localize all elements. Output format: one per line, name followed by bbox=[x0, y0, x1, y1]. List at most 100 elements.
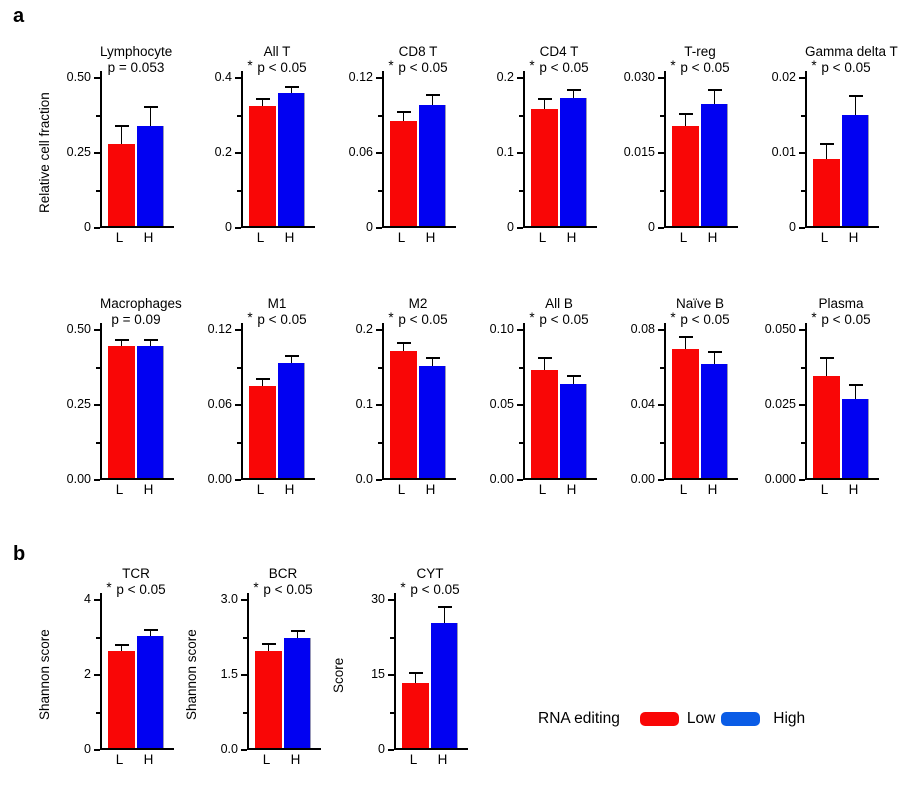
bar-high bbox=[560, 383, 587, 478]
y-axis: 0 0.1 0.2 bbox=[481, 70, 523, 234]
error-bar bbox=[854, 384, 857, 399]
error-bar-cap bbox=[819, 142, 834, 145]
plot-area bbox=[805, 323, 879, 480]
y-tick-label: 0.00 bbox=[66, 472, 91, 486]
y-tick bbox=[801, 366, 805, 369]
error-bar-cap bbox=[819, 357, 834, 359]
chart-significance: * p < 0.05 bbox=[529, 310, 589, 327]
y-tick bbox=[658, 77, 664, 79]
chart-header: CD8 T * p < 0.05 bbox=[382, 44, 454, 76]
x-label-high: H bbox=[425, 482, 436, 497]
y-tick-label: 30 bbox=[371, 592, 385, 606]
y-tick bbox=[517, 404, 523, 406]
x-label-high: H bbox=[707, 230, 718, 245]
x-label-low: L bbox=[538, 230, 547, 245]
y-tick bbox=[96, 711, 100, 714]
y-tick bbox=[376, 329, 382, 331]
chart-header: Plasma * p < 0.05 bbox=[805, 296, 877, 328]
panel-a-row-2: Macrophages p = 0.09 0.00 0.25 0.50 L H M1 * p … bbox=[58, 296, 879, 498]
chart-cyt: CYT * p < 0.05 Score 0 15 30 L H bbox=[330, 566, 468, 768]
legend-label-low: Low bbox=[686, 710, 716, 727]
y-tick-label: 0 bbox=[225, 220, 232, 234]
x-label-high: H bbox=[143, 752, 154, 767]
error-bar-cap bbox=[255, 97, 270, 100]
y-axis: 0.0 0.1 0.2 bbox=[340, 322, 382, 486]
chart-t-reg: T-reg * p < 0.05 0 0.015 0.030 L H bbox=[622, 44, 738, 246]
y-tick bbox=[235, 77, 241, 79]
error-bar bbox=[120, 340, 123, 346]
chart-title: TCR bbox=[122, 566, 150, 581]
y-tick bbox=[658, 329, 664, 331]
chart-significance: * p < 0.05 bbox=[811, 58, 871, 75]
y-tick bbox=[388, 674, 394, 676]
significance-star: * bbox=[388, 58, 394, 73]
plot-area bbox=[382, 323, 456, 480]
bar-high bbox=[842, 398, 869, 478]
x-label-low: L bbox=[115, 230, 124, 245]
bar-high bbox=[701, 363, 728, 478]
chart-body: 0.00 0.04 0.08 bbox=[622, 322, 738, 486]
significance-star: * bbox=[811, 58, 817, 73]
plot-area bbox=[805, 71, 879, 228]
x-label-high: H bbox=[437, 752, 448, 767]
error-bar-cap bbox=[566, 89, 581, 92]
y-axis: 0 15 30 bbox=[352, 592, 394, 756]
y-tick-label: 0.25 bbox=[66, 397, 91, 411]
x-label-low: L bbox=[820, 230, 829, 245]
error-bar bbox=[120, 644, 123, 651]
chart-title: All B bbox=[545, 296, 573, 311]
plot-area bbox=[523, 323, 597, 480]
plot-area bbox=[100, 593, 174, 750]
chart-tcr: TCR * p < 0.05 Shannon score 0 2 4 L H bbox=[36, 566, 174, 768]
x-label-low: L bbox=[409, 752, 418, 767]
y-tick bbox=[237, 114, 241, 117]
plot-area bbox=[394, 593, 468, 750]
x-label-high: H bbox=[707, 482, 718, 497]
error-bar bbox=[543, 98, 546, 109]
y-tick bbox=[799, 404, 805, 406]
y-tick bbox=[376, 404, 382, 406]
error-bar bbox=[443, 606, 446, 623]
chart-title: Naïve B bbox=[675, 296, 725, 311]
y-tick-label: 0.000 bbox=[764, 472, 796, 486]
chart-body: 0.000 0.025 0.050 bbox=[763, 322, 879, 486]
y-tick bbox=[94, 227, 100, 229]
x-label-low: L bbox=[262, 752, 271, 767]
y-tick bbox=[241, 749, 247, 751]
chart-title: Macrophages bbox=[100, 296, 182, 311]
chart-gamma-delta-t: Gamma delta T * p < 0.05 0 0.01 0.02 L H bbox=[763, 44, 898, 246]
y-tick-label: 0 bbox=[84, 220, 91, 234]
plot-area bbox=[382, 71, 456, 228]
y-axis: 0 0.015 0.030 bbox=[622, 70, 664, 234]
chart-header: T-reg * p < 0.05 bbox=[664, 44, 736, 76]
chart-body: 0 0.2 0.4 bbox=[199, 70, 315, 234]
y-tick bbox=[96, 189, 100, 192]
y-tick bbox=[94, 329, 100, 331]
y-axis: 0.00 0.05 0.10 bbox=[481, 322, 523, 486]
y-tick-label: 0.12 bbox=[207, 322, 232, 336]
y-tick bbox=[519, 189, 523, 192]
x-label-low: L bbox=[679, 230, 688, 245]
bar-low bbox=[108, 650, 135, 748]
y-tick bbox=[94, 152, 100, 154]
y-tick-label: 0 bbox=[378, 742, 385, 756]
chart-significance: * p < 0.05 bbox=[670, 58, 730, 75]
bar-high bbox=[137, 125, 164, 226]
error-bar-cap bbox=[537, 357, 552, 359]
legend: RNA editing Low High bbox=[538, 710, 805, 728]
error-bar bbox=[431, 94, 434, 105]
error-bar bbox=[149, 106, 152, 126]
y-tick bbox=[94, 77, 100, 79]
chart-body: 0.0 0.1 0.2 bbox=[340, 322, 456, 486]
y-tick bbox=[519, 366, 523, 369]
y-tick-label: 0.1 bbox=[496, 145, 514, 159]
plot-area bbox=[247, 593, 321, 750]
y-tick bbox=[517, 152, 523, 154]
error-bar-cap bbox=[707, 89, 722, 91]
y-tick bbox=[388, 749, 394, 751]
error-bar-cap bbox=[114, 124, 129, 127]
y-tick bbox=[660, 114, 664, 117]
